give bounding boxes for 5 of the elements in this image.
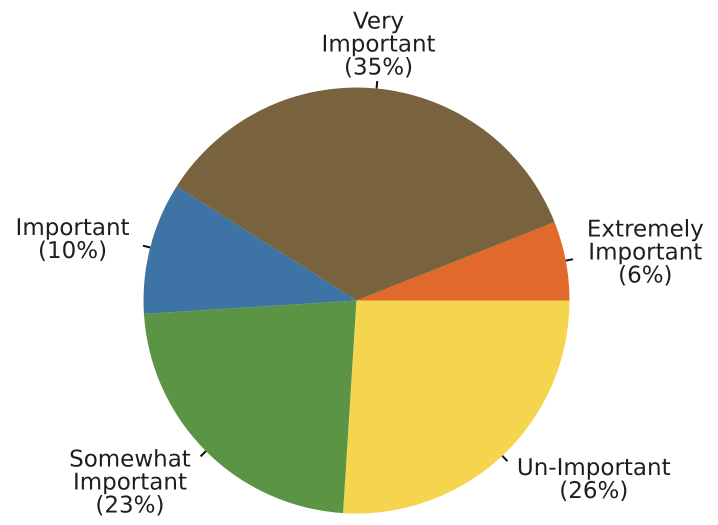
slice-label: Extremely Important [586, 216, 704, 266]
slice-label: Very Important [322, 8, 436, 58]
slice-label: Un-Important [516, 455, 671, 482]
slice-label: Important [16, 214, 130, 241]
slice-label: Somewhat Important [69, 446, 191, 496]
